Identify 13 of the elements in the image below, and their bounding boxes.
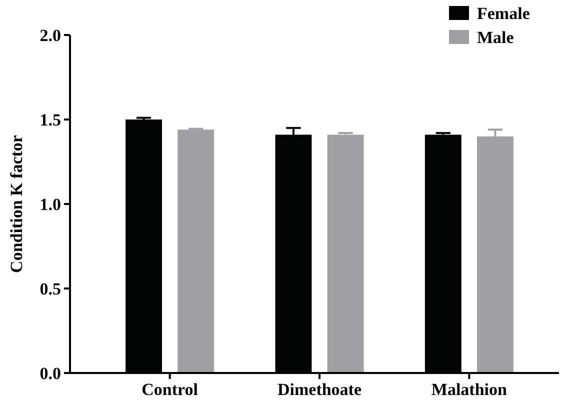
y-tick-label: 2.0 xyxy=(40,26,61,45)
y-tick-label: 0.5 xyxy=(40,279,61,298)
x-tick-label: Dimethoate xyxy=(277,380,362,399)
y-axis-title: Condition K factor xyxy=(7,134,26,273)
y-tick-label: 0.0 xyxy=(40,364,61,383)
y-tick-label: 1.5 xyxy=(40,110,61,130)
bar xyxy=(178,130,214,373)
x-tick-label: Malathion xyxy=(431,380,508,399)
legend-label: Female xyxy=(477,4,530,23)
bar xyxy=(327,134,364,373)
x-tick-label: Control xyxy=(142,380,198,399)
legend-label: Male xyxy=(477,28,514,47)
y-tick-label: 1.0 xyxy=(40,194,61,214)
